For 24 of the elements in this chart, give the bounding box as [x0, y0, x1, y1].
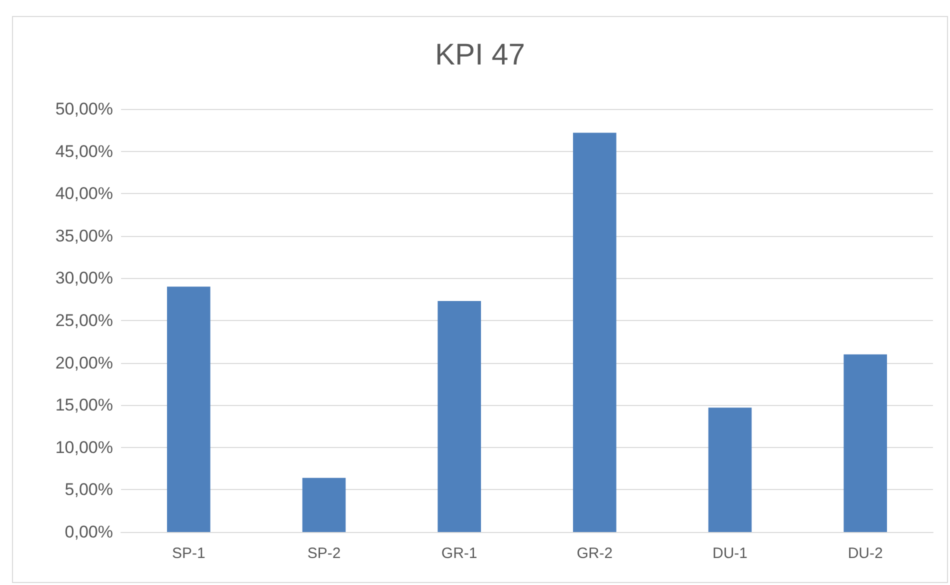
- bar: [844, 354, 887, 532]
- x-tick-label: DU-1: [712, 545, 748, 562]
- bar: [573, 132, 616, 532]
- y-tick-label: 30,00%: [55, 268, 113, 288]
- y-tick-label: 10,00%: [55, 438, 113, 457]
- bar: [708, 408, 752, 532]
- x-tick-label: SP-1: [172, 545, 206, 562]
- x-tick-label: GR-2: [576, 545, 613, 562]
- y-tick-label: 0,00%: [64, 522, 113, 542]
- y-tick-label: 15,00%: [55, 396, 113, 415]
- chart-title: KPI 47: [434, 38, 526, 72]
- y-tick-label: 35,00%: [55, 226, 113, 246]
- x-tick-label: GR-1: [441, 545, 478, 562]
- y-tick-label: 5,00%: [64, 480, 113, 500]
- y-tick-label: 25,00%: [55, 311, 113, 330]
- y-tick-label: 50,00%: [55, 100, 113, 118]
- y-tick-label: 20,00%: [55, 353, 113, 372]
- x-tick-label: DU-2: [848, 545, 883, 562]
- y-tick-label: 45,00%: [55, 142, 113, 161]
- x-tick-label: SP-2: [307, 545, 341, 562]
- bar: [302, 478, 346, 532]
- y-tick-label: 40,00%: [55, 184, 113, 204]
- bar: [167, 286, 210, 532]
- bar: [438, 301, 481, 532]
